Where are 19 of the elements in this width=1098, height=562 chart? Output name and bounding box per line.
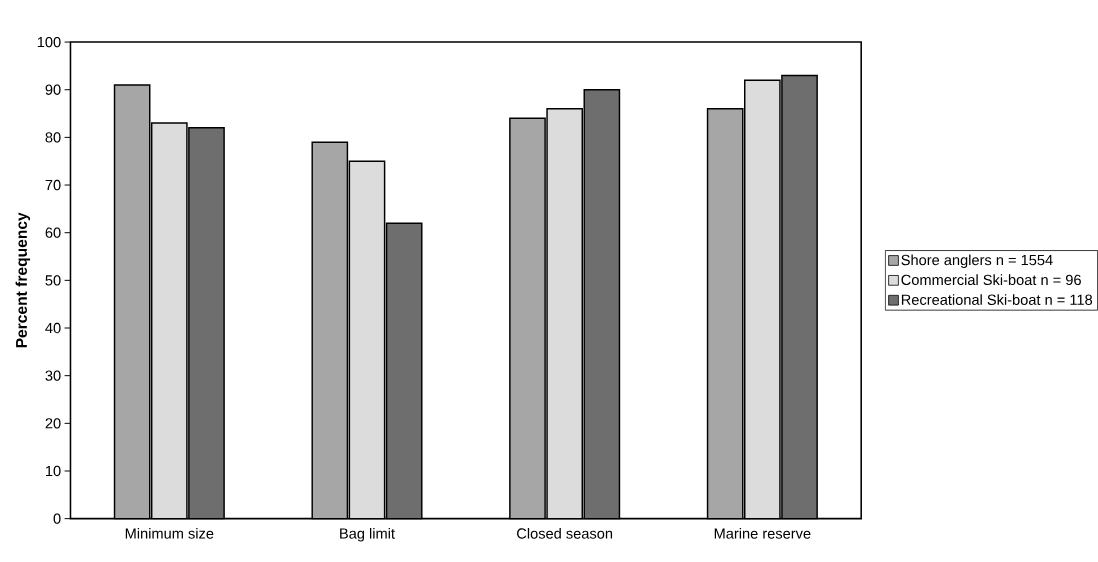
y-tick-label: 10	[46, 465, 61, 477]
y-tick-label: 100	[37, 37, 61, 48]
y-tick-label: 70	[45, 180, 61, 191]
y-tick-label: 90	[45, 84, 61, 96]
x-tick-label: Marine reserve	[714, 528, 811, 539]
legend-label: Commercial Ski-boat n = 96	[901, 274, 1081, 286]
y-tick-label: 20	[45, 418, 61, 429]
y-tick-label: 80	[45, 132, 61, 143]
y-tick-label: 30	[45, 370, 61, 381]
x-tick-label: Minimum size	[125, 528, 214, 539]
x-tick-label: Bag limit	[340, 528, 395, 542]
x-tick-label: Closed season	[517, 528, 613, 539]
legend-label: Shore anglers n = 1554	[901, 254, 1053, 269]
y-tick-label: 60	[45, 227, 61, 239]
y-tick-label: 40	[45, 322, 61, 334]
legend-label: Recreational Ski-boat n = 118	[901, 294, 1093, 306]
y-tick-label: 50	[45, 275, 61, 286]
y-tick-label: 0	[53, 513, 61, 524]
y-axis-title: Percent frequency	[15, 212, 31, 348]
